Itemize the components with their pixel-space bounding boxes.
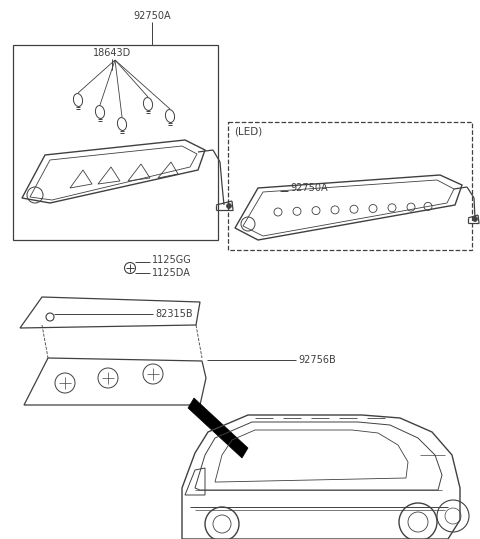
Text: 1125DA: 1125DA [152,268,191,278]
Text: (LED): (LED) [234,127,262,137]
Text: 82315B: 82315B [155,309,192,319]
Circle shape [227,204,231,209]
Polygon shape [188,398,248,458]
Circle shape [472,217,478,222]
Text: 92750A: 92750A [133,11,171,21]
Text: 18643D: 18643D [93,48,131,58]
Bar [228,122,472,250]
Bar [13,45,218,240]
Text: 92756B: 92756B [298,355,336,365]
Text: 1125GG: 1125GG [152,255,192,265]
Text: 92750A: 92750A [290,183,328,193]
